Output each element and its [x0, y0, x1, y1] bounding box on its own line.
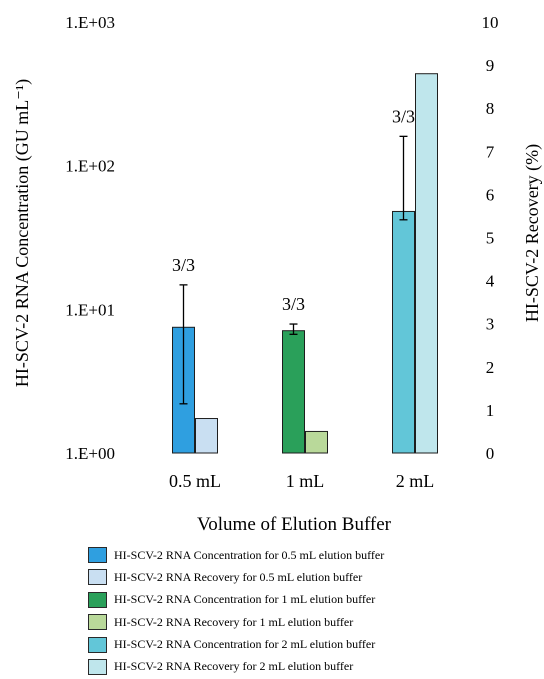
chart-svg: 1.E+00 1.E+01 1.E+02 1.E+03 0 1 2 3 4 5 6 7 8 9 10 0.5 …: [12, 13, 543, 535]
legend-swatch: [88, 636, 107, 653]
right-axis-tick-label: 6: [486, 185, 495, 204]
recovery-bar: [415, 73, 438, 454]
right-axis-tick-label: 2: [486, 358, 495, 377]
legend-label: HI-SCV-2 RNA Recovery for 0.5 mL elution…: [114, 569, 363, 584]
left-axis-tick-label: 1.E+03: [65, 13, 115, 32]
left-axis-tick-label: 1.E+02: [65, 157, 115, 176]
legend-label: HI-SCV-2 RNA Recovery for 1 mL elution b…: [114, 614, 354, 629]
legend-item: HI-SCV-2 RNA Recovery for 0.5 mL elution…: [88, 567, 528, 587]
x-axis-tick-label: 0.5 mL: [169, 471, 221, 491]
legend-label: HI-SCV-2 RNA Concentration for 1 mL elut…: [114, 592, 376, 607]
legend: HI-SCV-2 RNA Concentration for 0.5 mL el…: [88, 545, 528, 679]
x-axis-tick-label: 2 mL: [396, 471, 435, 491]
left-axis-tick-label: 1.E+00: [65, 444, 115, 463]
legend-swatch: [88, 591, 107, 608]
annotation-label: 3/3: [392, 106, 415, 126]
legend-label: HI-SCV-2 RNA Recovery for 2 mL elution b…: [114, 659, 354, 674]
right-axis-tick-label: 9: [486, 56, 495, 75]
legend-item: HI-SCV-2 RNA Concentration for 1 mL elut…: [88, 590, 528, 610]
annotation-label: 3/3: [282, 294, 305, 314]
right-axis-tick-label: 0: [486, 444, 495, 463]
legend-item: HI-SCV-2 RNA Concentration for 2 mL elut…: [88, 635, 528, 655]
legend-item: HI-SCV-2 RNA Recovery for 2 mL elution b…: [88, 657, 528, 677]
plot-area: 1.E+00 1.E+01 1.E+02 1.E+03 0 1 2 3 4 5 6 7 8 9 10 0.5 …: [65, 13, 498, 491]
right-axis-tick-label: 4: [486, 272, 495, 291]
legend-label: HI-SCV-2 RNA Concentration for 0.5 mL el…: [114, 547, 385, 562]
x-axis-title: Volume of Elution Buffer: [197, 514, 392, 535]
right-axis-tick-label: 1: [486, 401, 495, 420]
right-axis-tick-label: 10: [482, 13, 499, 32]
legend-label: HI-SCV-2 RNA Concentration for 2 mL elut…: [114, 637, 376, 652]
legend-item: HI-SCV-2 RNA Recovery for 1 mL elution b…: [88, 612, 528, 632]
legend-swatch: [88, 547, 107, 563]
x-axis-tick-label: 1 mL: [286, 471, 325, 491]
legend-swatch: [88, 614, 107, 631]
legend-item: HI-SCV-2 RNA Concentration for 0.5 mL el…: [88, 545, 528, 565]
concentration-bar: [282, 330, 305, 454]
right-axis-title: HI-SCV-2 Recovery (%): [522, 144, 543, 322]
left-axis-tick-label: 1.E+01: [65, 300, 115, 319]
right-axis-tick-label: 3: [486, 315, 495, 334]
legend-swatch: [88, 569, 107, 586]
annotation-label: 3/3: [172, 255, 195, 275]
left-axis-title: HI-SCV-2 RNA Concentration (GU mL⁻¹): [12, 79, 33, 387]
concentration-bar: [392, 210, 415, 454]
recovery-bar: [305, 430, 328, 454]
right-axis-tick-label: 8: [486, 99, 495, 118]
recovery-bar: [195, 418, 218, 454]
right-axis-tick-label: 7: [486, 142, 495, 161]
legend-swatch: [88, 658, 107, 675]
right-axis-tick-label: 5: [486, 229, 495, 248]
